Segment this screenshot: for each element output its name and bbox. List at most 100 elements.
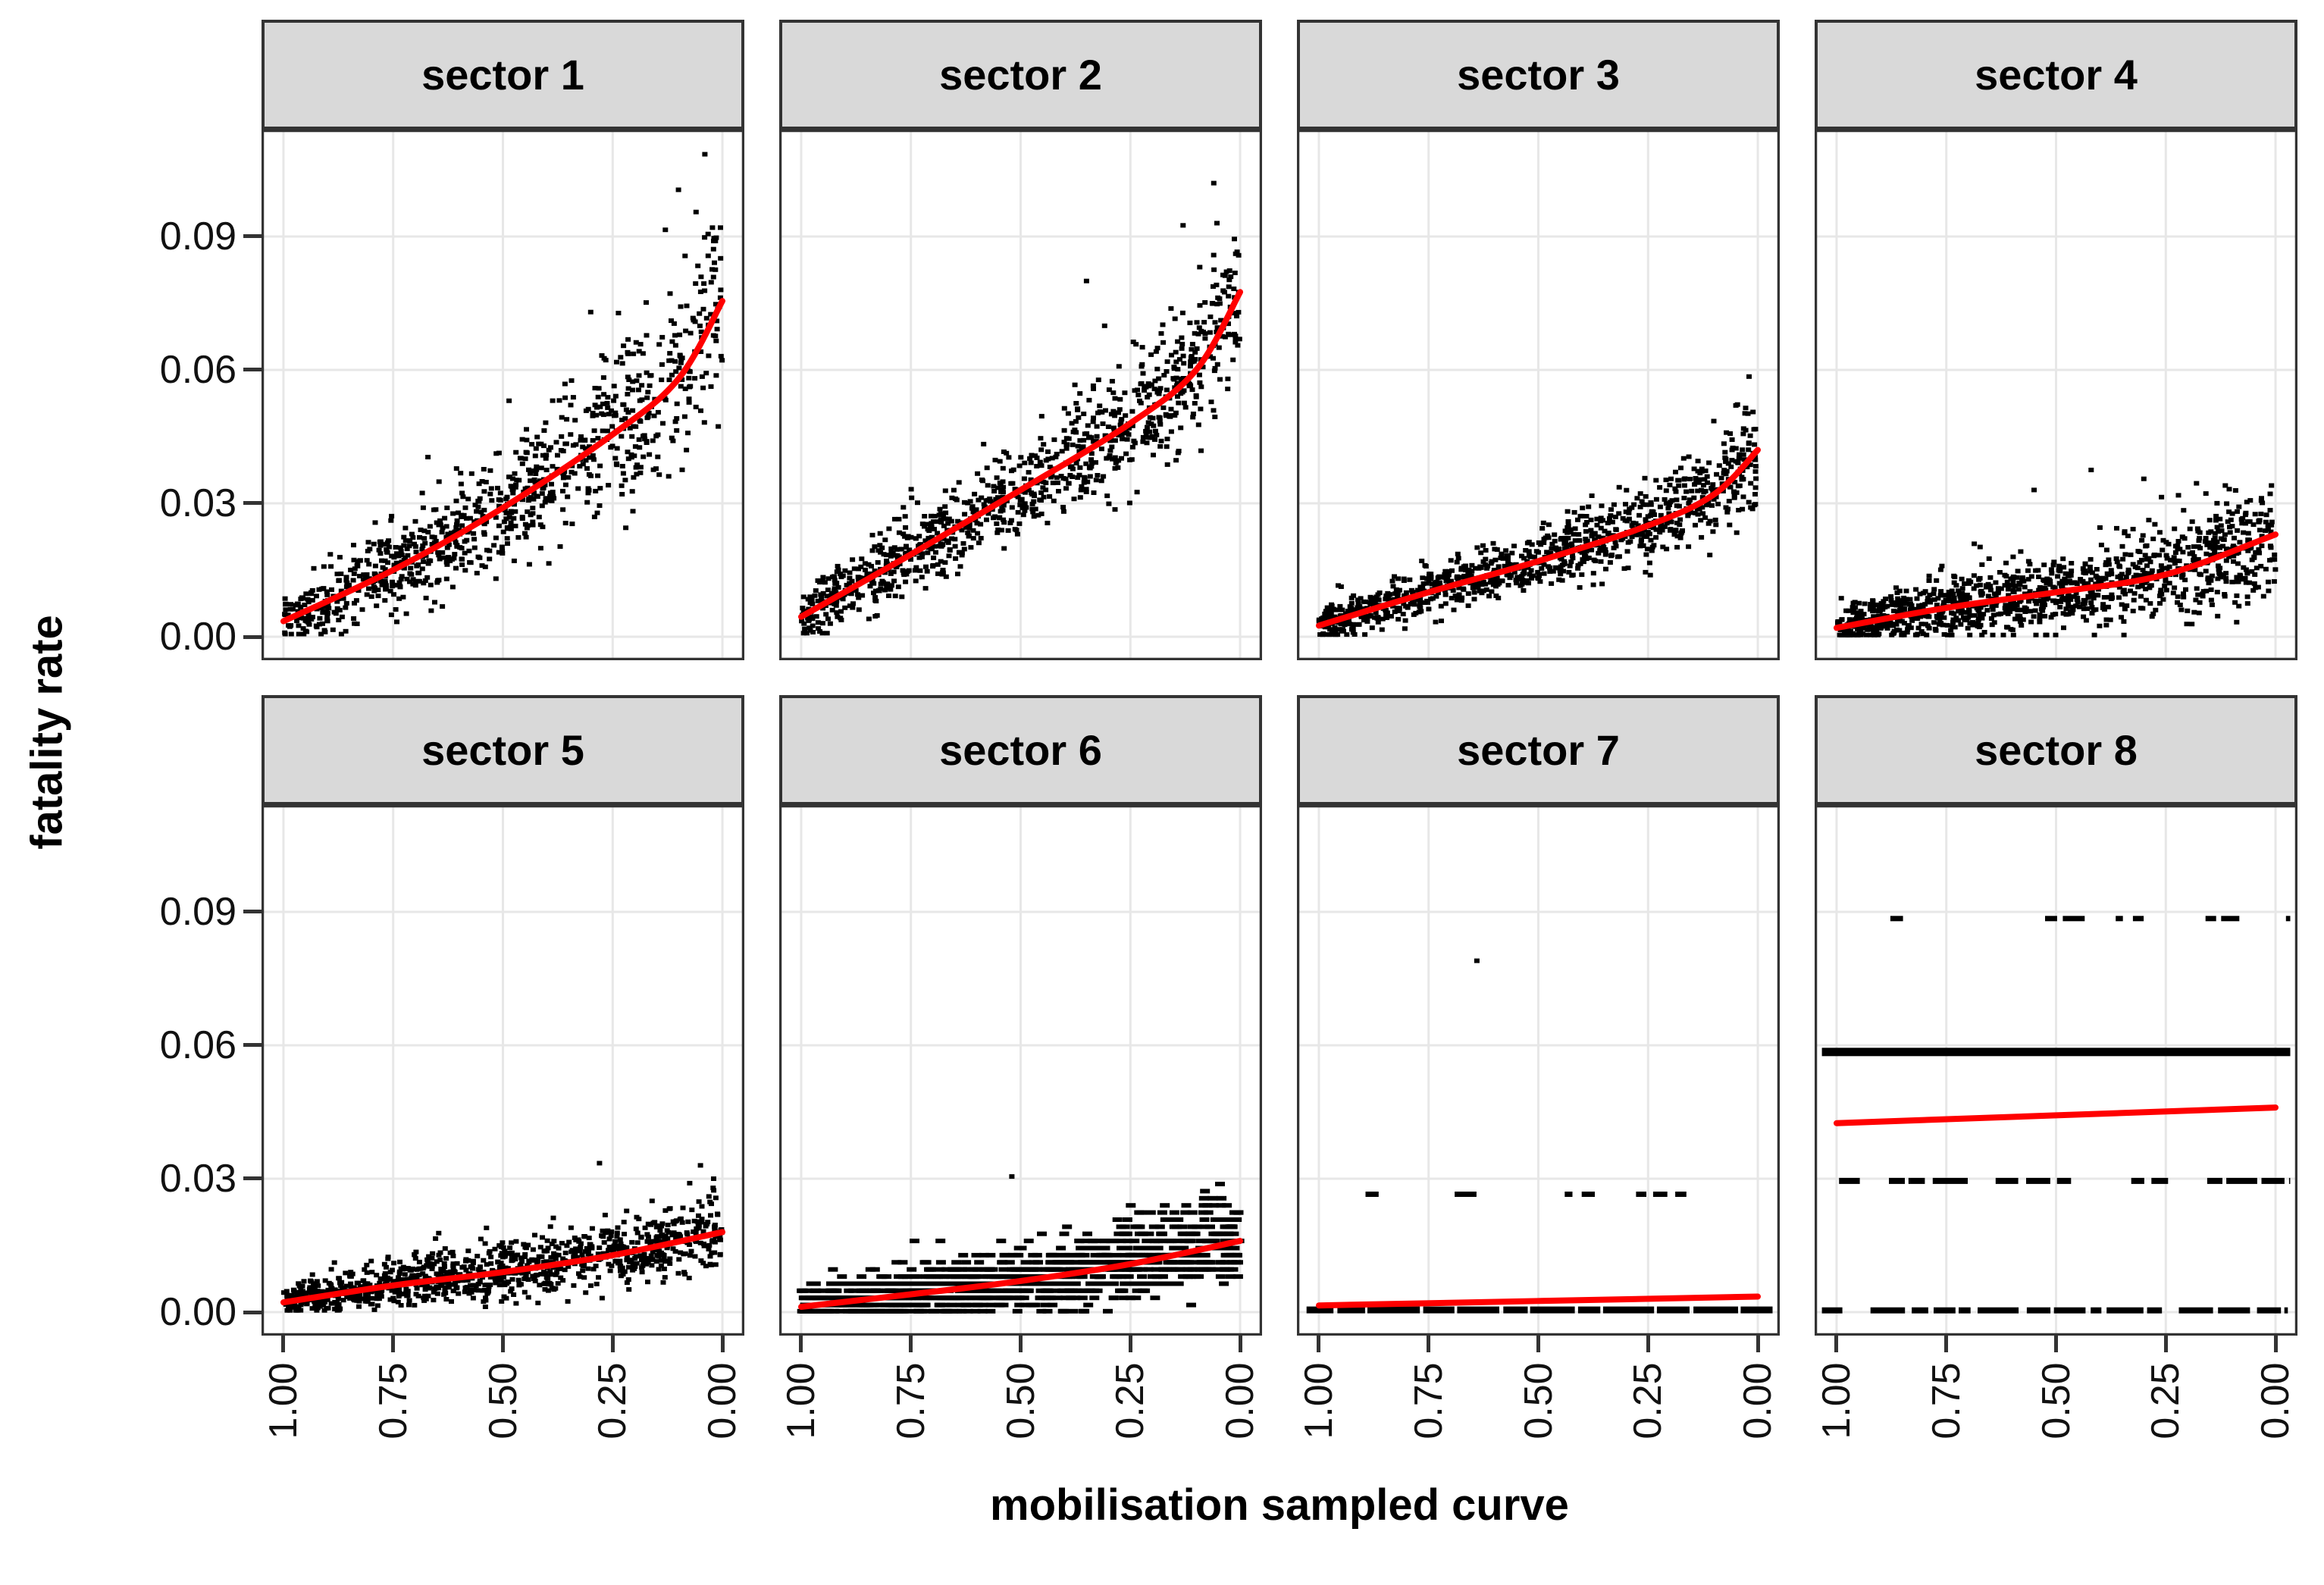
x-tick-mark [1019,1336,1023,1352]
x-tick-mark [1128,1336,1132,1352]
facet-strip-label: sector 7 [1457,726,1620,774]
facet-strip-label: sector 4 [1975,51,2138,99]
outlier-point [675,187,681,193]
panel-border [1297,805,1780,1336]
outlier-point [2141,476,2147,481]
x-tick-label: 0.75 [1406,1362,1451,1439]
facet-panel-2 [779,130,1262,660]
x-tick-mark [1944,1336,1949,1352]
y-tick-mark [243,1043,262,1048]
x-tick-label: 0.75 [888,1362,933,1439]
outlier-point [597,1161,603,1166]
panel-gridlines [262,130,744,660]
x-tick-mark [1317,1336,1321,1352]
facet-strip-label: sector 8 [1975,726,2138,774]
outlier-point [702,152,708,157]
x-tick-mark [1427,1336,1431,1352]
outlier-point [1083,278,1089,283]
panel-border [1815,130,2297,660]
y-tick-label: 0.00 [159,1290,236,1334]
y-tick-mark [243,1310,262,1314]
x-tick-label: 0.00 [1218,1362,1263,1439]
panel-border [262,805,744,1336]
scatter-points [1821,916,2291,1314]
smooth-trend-line [1834,531,2279,631]
outlier-point [2031,487,2037,493]
panel-border [779,130,1262,660]
outlier-point [711,1176,716,1181]
scatter-points [282,152,725,637]
facet-strip-4: sector 4 [1815,20,2297,130]
x-axis-title: mobilisation sampled curve [990,1480,1569,1530]
x-tick-mark [1834,1336,1839,1352]
facet-panel-6 [779,805,1262,1336]
x-tick-label: 0.50 [998,1362,1043,1439]
x-tick-mark [391,1336,396,1352]
x-tick-label: 0.50 [1516,1362,1561,1439]
smooth-trend-line [798,1238,1243,1310]
y-tick-label: 0.09 [159,214,236,258]
facet-panel-5 [262,805,744,1336]
x-tick-label: 1.00 [1296,1362,1341,1439]
outlier-point [1474,958,1480,963]
x-tick-mark [2163,1336,2168,1352]
x-tick-label: 0.25 [590,1362,635,1439]
smooth-trend-line [1316,446,1761,629]
x-tick-mark [799,1336,803,1352]
x-tick-label: 0.25 [2144,1362,2188,1439]
y-tick-mark [243,501,262,506]
smooth-trend-line [1834,1104,2279,1126]
x-tick-label: 1.00 [261,1362,305,1439]
x-tick-mark [2054,1336,2058,1352]
facet-panel-3 [1297,130,1780,660]
x-tick-mark [281,1336,286,1352]
x-tick-mark [2273,1336,2278,1352]
x-tick-label: 0.00 [700,1362,745,1439]
y-tick-mark [243,634,262,639]
facet-strip-7: sector 7 [1297,695,1780,805]
x-tick-label: 0.75 [1924,1362,1969,1439]
panel-border [262,130,744,660]
y-tick-mark [243,1176,262,1181]
outlier-point [1009,1174,1015,1179]
x-tick-mark [610,1336,615,1352]
outlier-point [1733,403,1739,408]
facet-strip-3: sector 3 [1297,20,1780,130]
y-tick-mark [243,910,262,914]
x-tick-label: 0.75 [371,1362,415,1439]
y-tick-label: 0.06 [159,1023,236,1067]
panel-gridlines [1815,805,2297,1336]
y-tick-label: 0.03 [159,1156,236,1201]
panel-gridlines [1297,805,1780,1336]
outlier-point [1746,374,1752,379]
facet-strip-5: sector 5 [262,695,744,805]
x-tick-mark [1238,1336,1242,1352]
facet-strip-label: sector 6 [939,726,1102,774]
scatter-points [799,180,1242,636]
panel-border [1815,805,2297,1336]
smooth-trend-line [798,289,1243,620]
x-tick-mark [1536,1336,1540,1352]
x-tick-mark [909,1336,913,1352]
x-tick-label: 0.25 [1626,1362,1671,1439]
y-tick-label: 0.03 [159,481,236,525]
facet-panel-8 [1815,805,2297,1336]
outlier-point [587,309,594,315]
outlier-point [1211,180,1217,186]
panel-border [1297,130,1780,660]
smooth-trend-line [1316,1293,1761,1309]
x-tick-label: 1.00 [1814,1362,1859,1439]
y-tick-mark [243,368,262,372]
outlier-point [2194,481,2200,486]
x-tick-label: 0.00 [2254,1362,2298,1439]
facet-strip-2: sector 2 [779,20,1262,130]
facet-strip-6: sector 6 [779,695,1262,805]
facet-strip-1: sector 1 [262,20,744,130]
facet-panel-1 [262,130,744,660]
smooth-trend-line [280,1229,725,1306]
y-tick-mark [243,234,262,239]
outlier-point [1180,223,1186,228]
outlier-point [697,1163,703,1168]
x-tick-mark [1646,1336,1650,1352]
